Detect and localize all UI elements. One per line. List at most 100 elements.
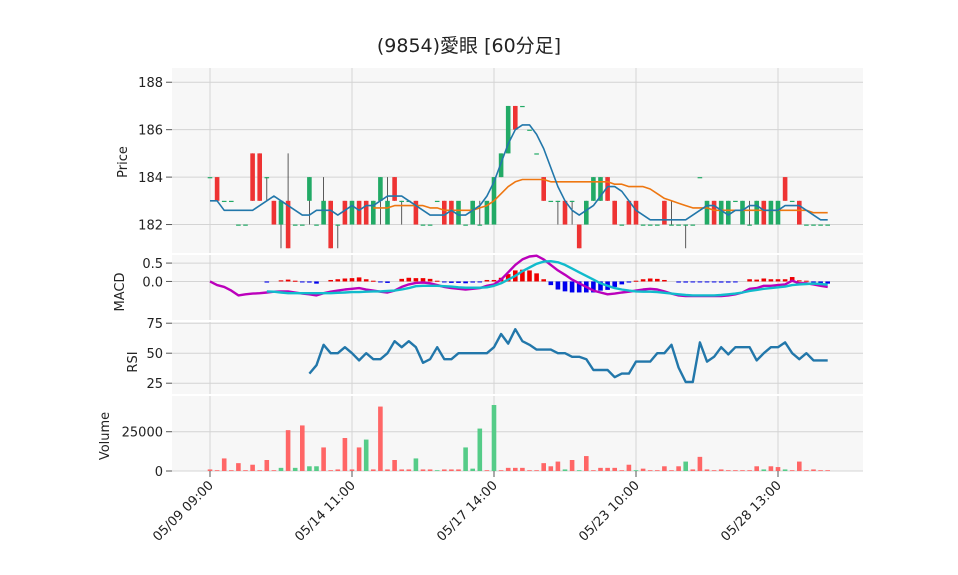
candle-body: [555, 200, 561, 203]
rsi-panel: RSI 75 50 25: [126, 317, 863, 394]
volume-bar: [300, 425, 305, 471]
macd-hist-bar: [378, 281, 383, 283]
volume-bar: [314, 466, 319, 471]
volume-bar: [498, 470, 504, 472]
macd-hist-bar: [747, 279, 752, 282]
macd-hist-bar: [491, 279, 497, 282]
macd-hist-bar: [662, 279, 667, 282]
candle-body: [761, 200, 767, 225]
macd-hist-bar: [371, 280, 376, 282]
volume-bar: [690, 469, 696, 471]
signal-line: [266, 260, 828, 297]
macd-hist-bar: [825, 281, 830, 284]
macd-hist-bar: [612, 281, 617, 287]
candle-body: [754, 200, 759, 225]
ma-long-line: [373, 178, 828, 214]
volume-bar: [704, 469, 710, 471]
macd-hist-bar: [342, 278, 348, 282]
macd-hist-bar: [470, 281, 475, 283]
macd-axis-label: MACD: [113, 273, 128, 312]
candle-body: [307, 177, 312, 201]
macd-hist-bar: [676, 281, 681, 283]
candle-body: [676, 224, 681, 226]
volume-bar: [562, 469, 568, 471]
macd-hist-bar: [328, 279, 333, 282]
volume-bar: [804, 470, 809, 472]
candle-body: [349, 200, 355, 225]
candle-body: [811, 224, 816, 226]
volume-bar: [356, 447, 362, 471]
volume-bar: [662, 466, 667, 471]
macd-hist-bar: [484, 279, 490, 282]
candle-body: [633, 200, 639, 225]
volume-bar: [640, 468, 646, 471]
volume-bar: [236, 463, 241, 471]
macd-hist-bar: [477, 281, 483, 283]
volume-bar: [612, 467, 617, 471]
volume-bar: [761, 469, 767, 471]
volume-bars: [207, 405, 830, 472]
candle-body: [789, 200, 795, 203]
candle-body: [442, 200, 447, 225]
candle-body: [534, 153, 539, 155]
volume-bar: [726, 470, 731, 472]
macd-hist-bar: [434, 280, 440, 282]
macd-hist-bar: [775, 279, 781, 282]
volume-bar: [576, 470, 582, 472]
volume-bar: [711, 470, 717, 472]
volume-bar: [740, 470, 745, 472]
macd-hist-bar: [818, 281, 823, 284]
candle-body: [498, 153, 504, 178]
price-moving-averages: [210, 124, 828, 221]
volume-bar: [257, 470, 262, 472]
volume-bar: [243, 470, 248, 472]
candle-body: [363, 200, 369, 225]
candle-body: [257, 153, 262, 201]
macd-hist-bar: [782, 279, 788, 282]
macd-hist-bar: [356, 277, 362, 282]
candle-body: [250, 153, 255, 201]
candle-body: [278, 200, 284, 225]
volume-bar: [505, 467, 511, 471]
volume-bar: [789, 470, 795, 472]
volume-bar: [250, 464, 255, 471]
volume-bar: [328, 470, 333, 472]
macd-hist-bar: [683, 281, 688, 283]
candle-body: [775, 200, 781, 225]
candle-body: [229, 200, 234, 203]
macd-hist-bar: [555, 281, 561, 290]
volume-tick-label: 0: [155, 465, 163, 480]
volume-bar: [456, 469, 461, 471]
rsi-tick-label: 75: [146, 317, 163, 332]
macd-hist-bar: [300, 281, 305, 283]
macd-hist-bar: [335, 279, 341, 282]
candle-body: [640, 224, 646, 226]
volume-bar: [633, 470, 639, 472]
candle-body: [733, 200, 738, 203]
volume-bar: [647, 470, 653, 472]
candle-body: [804, 224, 809, 226]
macd-hist-bar: [655, 278, 660, 282]
macd-hist-bar: [456, 281, 461, 283]
macd-hist-bar: [726, 281, 731, 283]
candle-body: [477, 224, 483, 226]
volume-bar: [541, 463, 546, 471]
macd-hist-bar: [733, 281, 738, 283]
candle-body: [669, 224, 674, 226]
macd-hist-bar: [420, 278, 426, 282]
volume-bar: [775, 467, 781, 471]
volume-bar: [278, 467, 284, 471]
rsi-grid: 75 50 25: [146, 317, 863, 394]
volume-bar: [683, 461, 688, 471]
candle-body: [321, 200, 326, 225]
candle-body: [541, 177, 546, 201]
macd-hist-bar: [541, 279, 546, 282]
candle-body: [456, 200, 461, 225]
macd-hist-bar: [569, 281, 575, 293]
volume-bar: [584, 456, 589, 471]
price-tick-label: 188: [138, 76, 163, 91]
candle-body: [562, 200, 568, 225]
volume-bar: [413, 458, 419, 471]
macd-hist-bar: [292, 280, 298, 282]
volume-bar: [484, 470, 490, 472]
